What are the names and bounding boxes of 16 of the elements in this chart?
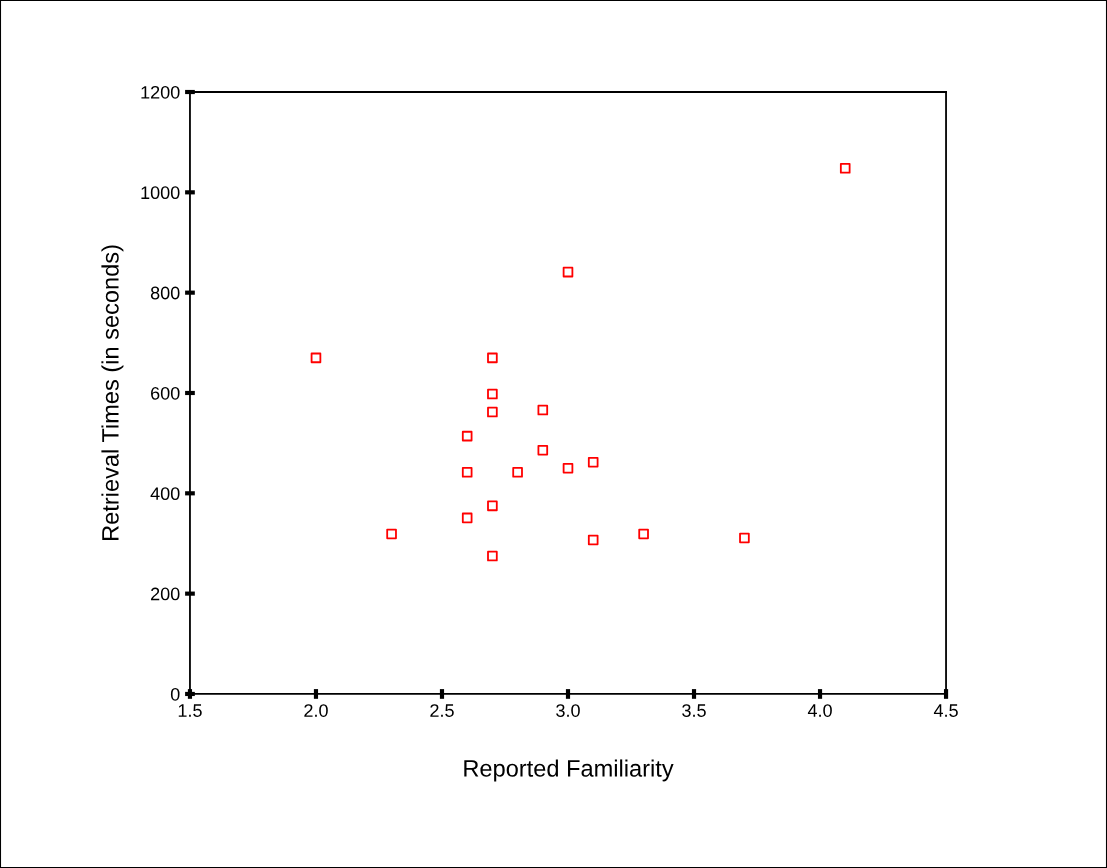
y-tick-label: 400 xyxy=(150,487,180,501)
x-tick-label: 1.5 xyxy=(178,704,202,717)
y-tick-label: 0 xyxy=(170,687,180,701)
x-tick-label: 2.0 xyxy=(304,704,328,717)
x-tick-label: 3.0 xyxy=(556,704,580,717)
y-tick-label: 200 xyxy=(151,587,180,601)
y-tick-label: 1000 xyxy=(141,186,180,200)
y-axis-title: Retrieval Times (in seconds) xyxy=(101,245,124,540)
x-tick-label: 3.5 xyxy=(682,704,706,717)
x-tick-label: 2.5 xyxy=(430,704,454,717)
x-tick-label: 4.5 xyxy=(933,704,958,717)
y-tick-label: 600 xyxy=(151,386,180,400)
x-tick-label: 4.0 xyxy=(807,704,832,717)
x-axis-title: Reported Familiarity xyxy=(464,759,674,782)
y-tick-label: 1200 xyxy=(141,85,180,99)
y-tick-label: 800 xyxy=(150,286,180,300)
